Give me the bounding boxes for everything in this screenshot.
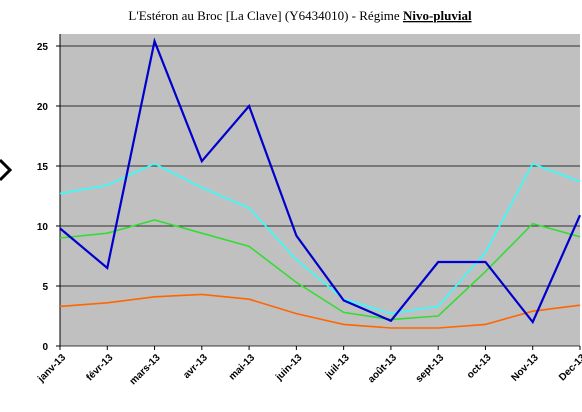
- series-line: [59, 219, 581, 321]
- x-tick-label: juin-13: [273, 352, 305, 384]
- series-line: [59, 293, 581, 329]
- title-main: L'Estéron au Broc [La Clave] (Y6434010) …: [128, 8, 400, 23]
- x-tick-label: Dec-13: [557, 352, 582, 383]
- chart-title: L'Estéron au Broc [La Clave] (Y6434010) …: [128, 8, 472, 23]
- plot-area: [60, 34, 580, 346]
- y-tick-label: 25: [37, 42, 49, 53]
- x-tick-label: juil-13: [323, 352, 352, 381]
- x-tick-label: janv-13: [35, 352, 68, 385]
- x-tick-label: avr-13: [181, 352, 210, 381]
- x-tick-label: oct-13: [465, 352, 494, 381]
- y-tick-label: 0: [42, 342, 48, 353]
- x-tick-label: sept-13: [414, 352, 447, 385]
- x-tick-label: août-13: [366, 352, 399, 385]
- cropped-arrow: [0, 158, 13, 182]
- x-tick-label: mai-13: [227, 352, 257, 382]
- x-tick-label: mars-13: [128, 352, 163, 387]
- y-tick-label: 15: [37, 162, 49, 173]
- y-tick-label: 5: [42, 282, 48, 293]
- x-tick-label: févr-13: [84, 352, 115, 383]
- y-tick-label: 20: [37, 102, 49, 113]
- x-tick-label: Nov-13: [509, 352, 541, 384]
- series-line: [59, 37, 582, 325]
- title-regime: Nivo-pluvial: [403, 8, 472, 23]
- y-tick-label: 10: [37, 222, 49, 233]
- series-line: [59, 162, 581, 315]
